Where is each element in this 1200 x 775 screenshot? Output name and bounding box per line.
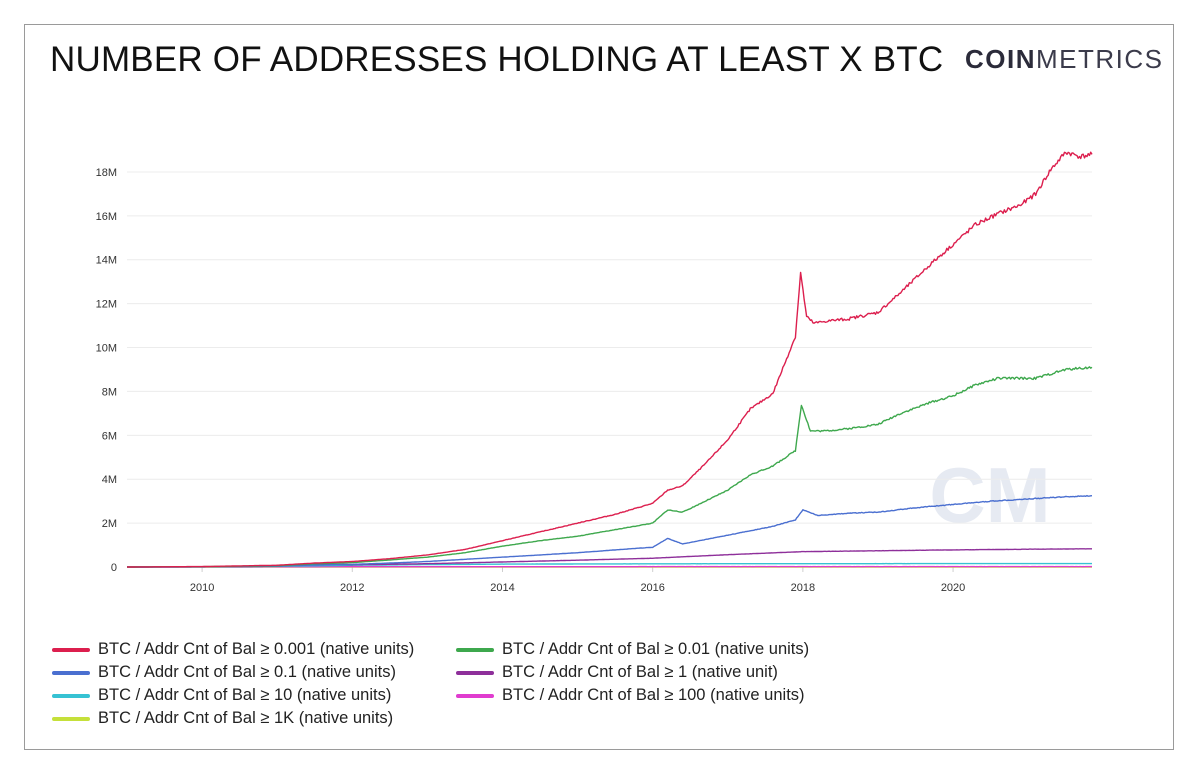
legend-label: BTC / Addr Cnt of Bal ≥ 10 (native units…	[98, 686, 392, 704]
y-tick-label: 16M	[96, 211, 117, 223]
legend-label: BTC / Addr Cnt of Bal ≥ 0.01 (native uni…	[502, 640, 810, 658]
brand-light: METRICS	[1036, 44, 1164, 74]
watermark-text: CM	[929, 451, 1050, 539]
legend-item[interactable]: BTC / Addr Cnt of Bal ≥ 0.1 (native unit…	[52, 663, 396, 682]
y-tick-label: 0	[111, 562, 117, 574]
x-tick-label: 2012	[340, 582, 364, 594]
coinmetrics-logo: COINMETRICS	[965, 44, 1164, 75]
y-tick-label: 4M	[102, 474, 117, 486]
y-tick-label: 12M	[96, 299, 117, 311]
series-line-0	[127, 151, 1093, 568]
x-tick-label: 2016	[640, 582, 664, 594]
legend-label: BTC / Addr Cnt of Bal ≥ 0.1 (native unit…	[98, 663, 396, 681]
x-tick-label: 2020	[941, 582, 965, 594]
y-tick-label: 10M	[96, 343, 117, 355]
legend-label: BTC / Addr Cnt of Bal ≥ 0.001 (native un…	[98, 640, 415, 658]
y-tick-label: 2M	[102, 518, 117, 530]
legend-swatch	[456, 670, 494, 675]
legend-label: BTC / Addr Cnt of Bal ≥ 100 (native unit…	[502, 686, 805, 704]
legend-swatch	[456, 647, 494, 652]
y-tick-label: 6M	[102, 430, 117, 442]
legend-item[interactable]: BTC / Addr Cnt of Bal ≥ 1 (native unit)	[456, 663, 778, 682]
legend-item[interactable]: BTC / Addr Cnt of Bal ≥ 1K (native units…	[52, 709, 393, 728]
chart-title: NUMBER OF ADDRESSES HOLDING AT LEAST X B…	[50, 40, 944, 79]
x-tick-label: 2014	[490, 582, 514, 594]
brand-bold: COIN	[965, 44, 1036, 74]
legend-item[interactable]: BTC / Addr Cnt of Bal ≥ 0.01 (native uni…	[456, 640, 809, 659]
y-tick-label: 14M	[96, 255, 117, 267]
legend-label: BTC / Addr Cnt of Bal ≥ 1K (native units…	[98, 709, 394, 727]
legend-item[interactable]: BTC / Addr Cnt of Bal ≥ 10 (native units…	[52, 686, 391, 705]
y-tick-label: 8M	[102, 386, 117, 398]
legend-item[interactable]: BTC / Addr Cnt of Bal ≥ 0.001 (native un…	[52, 640, 414, 659]
legend-swatch	[52, 670, 90, 675]
y-tick-label: 18M	[96, 167, 117, 179]
chart-frame	[24, 24, 1174, 750]
x-tick-label: 2018	[791, 582, 815, 594]
legend-item[interactable]: BTC / Addr Cnt of Bal ≥ 100 (native unit…	[456, 686, 805, 705]
legend-swatch	[52, 647, 90, 652]
legend-swatch	[52, 693, 90, 698]
legend-swatch	[456, 693, 494, 698]
legend-swatch	[52, 716, 90, 721]
legend-label: BTC / Addr Cnt of Bal ≥ 1 (native unit)	[502, 663, 778, 681]
x-tick-label: 2010	[190, 582, 214, 594]
